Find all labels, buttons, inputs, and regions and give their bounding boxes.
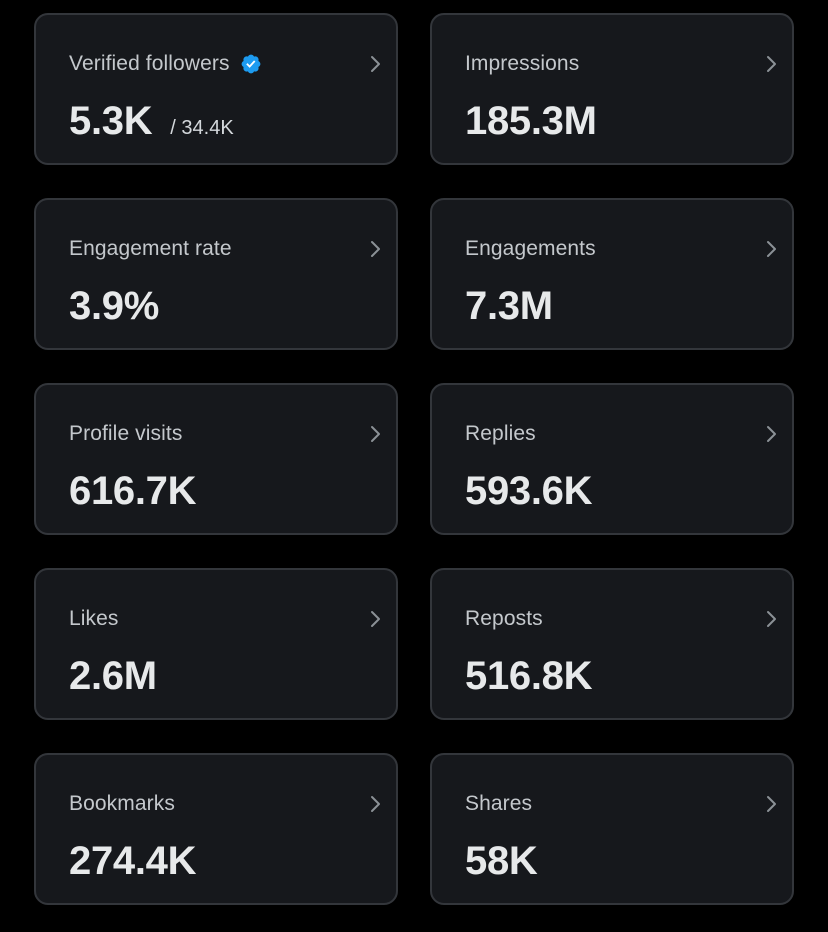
metric-value: 5.3K — [69, 99, 153, 143]
metric-value: 616.7K — [69, 469, 197, 513]
metric-label-row: Verified followers — [69, 52, 262, 76]
metric-label-row: Reposts — [465, 607, 543, 631]
metric-label: Replies — [465, 422, 536, 445]
metric-value: 7.3M — [465, 284, 553, 328]
metric-label: Bookmarks — [69, 792, 175, 815]
metric-label-row: Bookmarks — [69, 792, 175, 816]
chevron-right-icon — [371, 241, 380, 257]
metric-label: Reposts — [465, 607, 543, 630]
metric-label-row: Likes — [69, 607, 119, 631]
metric-value: 516.8K — [465, 654, 593, 698]
chevron-right-icon — [371, 796, 380, 812]
chevron-right-icon — [371, 611, 380, 627]
metric-value-row: 3.9% — [69, 284, 159, 328]
metric-card-engagement-rate[interactable]: Engagement rate 3.9% — [34, 198, 398, 350]
metric-value: 3.9% — [69, 284, 159, 328]
metric-label: Profile visits — [69, 422, 183, 445]
metric-card-impressions[interactable]: Impressions 185.3M — [430, 13, 794, 165]
metric-label: Engagements — [465, 237, 596, 260]
metric-card-verified-followers[interactable]: Verified followers 5.3K / 34.4K — [34, 13, 398, 165]
metric-value: 58K — [465, 839, 538, 883]
metric-value-row: 58K — [465, 839, 538, 883]
metrics-grid: Verified followers 5.3K / 34.4K Impressi… — [34, 13, 794, 905]
chevron-right-icon — [767, 241, 776, 257]
metric-value-row: 2.6M — [69, 654, 157, 698]
metric-value-row: 616.7K — [69, 469, 196, 513]
metric-value: 274.4K — [69, 839, 197, 883]
metric-label: Impressions — [465, 52, 580, 75]
metric-value-row: 593.6K — [465, 469, 592, 513]
metric-value: 185.3M — [465, 99, 597, 143]
chevron-right-icon — [371, 56, 380, 72]
metric-value: 593.6K — [465, 469, 593, 513]
metric-label-row: Profile visits — [69, 422, 182, 446]
metric-label-row: Engagement rate — [69, 237, 232, 261]
metric-card-shares[interactable]: Shares 58K — [430, 753, 794, 905]
metric-label: Likes — [69, 607, 119, 630]
metric-value-row: 185.3M — [465, 99, 597, 143]
metric-card-likes[interactable]: Likes 2.6M — [34, 568, 398, 720]
metric-value-row: 516.8K — [465, 654, 592, 698]
metric-card-reposts[interactable]: Reposts 516.8K — [430, 568, 794, 720]
metric-label: Shares — [465, 792, 533, 815]
metric-card-replies[interactable]: Replies 593.6K — [430, 383, 794, 535]
metric-label-row: Shares — [465, 792, 532, 816]
metric-value: 2.6M — [69, 654, 157, 698]
metric-card-profile-visits[interactable]: Profile visits 616.7K — [34, 383, 398, 535]
metric-label: Engagement rate — [69, 237, 232, 260]
chevron-right-icon — [767, 796, 776, 812]
metric-value-row: 5.3K / 34.4K — [69, 99, 234, 143]
chevron-right-icon — [767, 611, 776, 627]
chevron-right-icon — [767, 56, 776, 72]
metric-card-bookmarks[interactable]: Bookmarks 274.4K — [34, 753, 398, 905]
verified-badge-icon — [241, 54, 260, 74]
chevron-right-icon — [371, 426, 380, 442]
metric-label: Verified followers — [69, 52, 230, 75]
chevron-right-icon — [767, 426, 776, 442]
metric-value-row: 274.4K — [69, 839, 196, 883]
metric-card-engagements[interactable]: Engagements 7.3M — [430, 198, 794, 350]
metric-label-row: Engagements — [465, 237, 596, 261]
metric-total: / 34.4K — [170, 117, 234, 139]
metric-label-row: Replies — [465, 422, 536, 446]
metric-value-row: 7.3M — [465, 284, 553, 328]
metric-label-row: Impressions — [465, 52, 579, 76]
